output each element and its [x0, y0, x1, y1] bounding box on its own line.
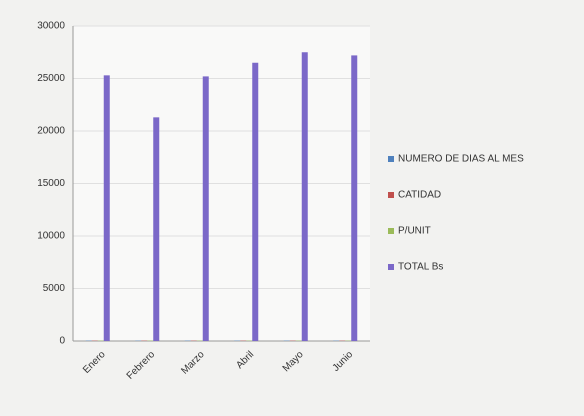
legend-label: TOTAL Bs	[398, 262, 443, 273]
y-tick-label: 10000	[37, 231, 65, 242]
legend-label: NUMERO DE DIAS AL MES	[398, 154, 524, 165]
bar	[202, 76, 209, 342]
y-tick-label: 15000	[37, 178, 65, 189]
bar	[351, 55, 358, 342]
legend-label: P/UNIT	[398, 226, 431, 237]
y-tick-label: 5000	[43, 283, 66, 294]
y-tick-label: 20000	[37, 126, 65, 137]
bar	[301, 52, 308, 341]
legend-swatch	[388, 264, 394, 270]
bar	[103, 75, 110, 341]
y-tick-label: 25000	[37, 73, 65, 84]
legend-label: CATIDAD	[398, 190, 441, 201]
bar	[252, 62, 259, 341]
y-tick-label: 0	[59, 336, 65, 347]
legend-swatch	[388, 228, 394, 234]
y-tick-label: 30000	[37, 21, 65, 32]
legend-swatch	[388, 192, 394, 198]
bar	[153, 117, 160, 341]
legend-swatch	[388, 156, 394, 162]
